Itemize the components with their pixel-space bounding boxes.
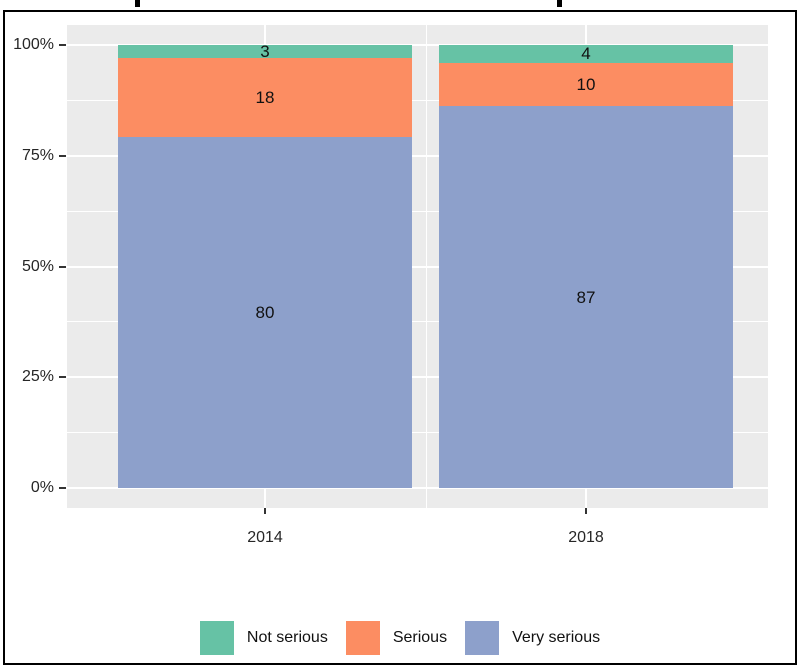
- gridline-major-h: [67, 376, 768, 379]
- segment-very-serious: 87: [439, 106, 733, 488]
- gridline-minor-h: [67, 321, 768, 323]
- segment-serious: 10: [439, 62, 733, 107]
- gridline-minor-h: [67, 99, 768, 101]
- legend-item-very-serious: Very serious: [465, 621, 600, 655]
- y-tick-label: 50%: [21, 257, 54, 275]
- gridline-major-h: [67, 487, 768, 489]
- legend-label: Very serious: [512, 629, 601, 646]
- legend-label: Serious: [392, 629, 448, 646]
- y-tick-mark: [59, 487, 66, 489]
- bar-value-label: 80: [255, 303, 275, 323]
- gridline-major-h: [67, 154, 768, 157]
- y-tick-mark: [59, 44, 66, 46]
- gridline-minor-v: [425, 25, 427, 508]
- legend-label: Not serious: [246, 629, 328, 646]
- bar-2014: 3 18 80: [118, 42, 412, 488]
- segment-very-serious: 80: [118, 137, 412, 488]
- segment-serious: 18: [118, 58, 412, 138]
- bar-value-label: 18: [255, 88, 275, 108]
- segment-not-serious: 4: [439, 45, 733, 63]
- gridline-minor-h: [67, 210, 768, 212]
- x-tick-mark: [585, 508, 587, 514]
- y-tick-mark: [59, 376, 66, 379]
- bar-value-label: 87: [576, 287, 596, 307]
- bar-value-label: 10: [576, 74, 596, 94]
- gridline-major-h: [67, 265, 768, 268]
- chart-frame-border: [3, 10, 797, 665]
- y-tick-label: 100%: [13, 36, 54, 53]
- legend: Not serious Serious Very serious: [0, 621, 800, 655]
- legend-swatch: [345, 621, 380, 655]
- legend-swatch: [199, 621, 234, 655]
- gridline-minor-h: [67, 432, 768, 434]
- x-tick-label-2018: 2018: [568, 529, 604, 546]
- y-tick-label: 75%: [21, 146, 54, 164]
- legend-item-serious: Serious: [345, 621, 448, 655]
- legend-item-not-serious: Not serious: [199, 621, 328, 655]
- bar-2018: 4 10 87: [439, 45, 733, 488]
- y-tick-mark: [59, 154, 66, 157]
- y-tick-label: 0%: [30, 479, 54, 496]
- cropped-title-descender: [557, 0, 562, 7]
- x-tick-label-2014: 2014: [247, 529, 283, 546]
- x-tick-mark: [264, 508, 266, 514]
- bar-value-label: 4: [581, 44, 591, 64]
- cropped-title-descender: [135, 0, 140, 7]
- bar-value-label: 3: [260, 42, 270, 62]
- y-tick-label: 25%: [21, 368, 54, 386]
- gridline-major-h: [67, 44, 768, 46]
- legend-swatch: [465, 621, 500, 655]
- plot-panel: 3 18 80 4 10 87: [67, 25, 768, 508]
- y-tick-mark: [59, 265, 66, 268]
- segment-not-serious: 3: [118, 42, 412, 62]
